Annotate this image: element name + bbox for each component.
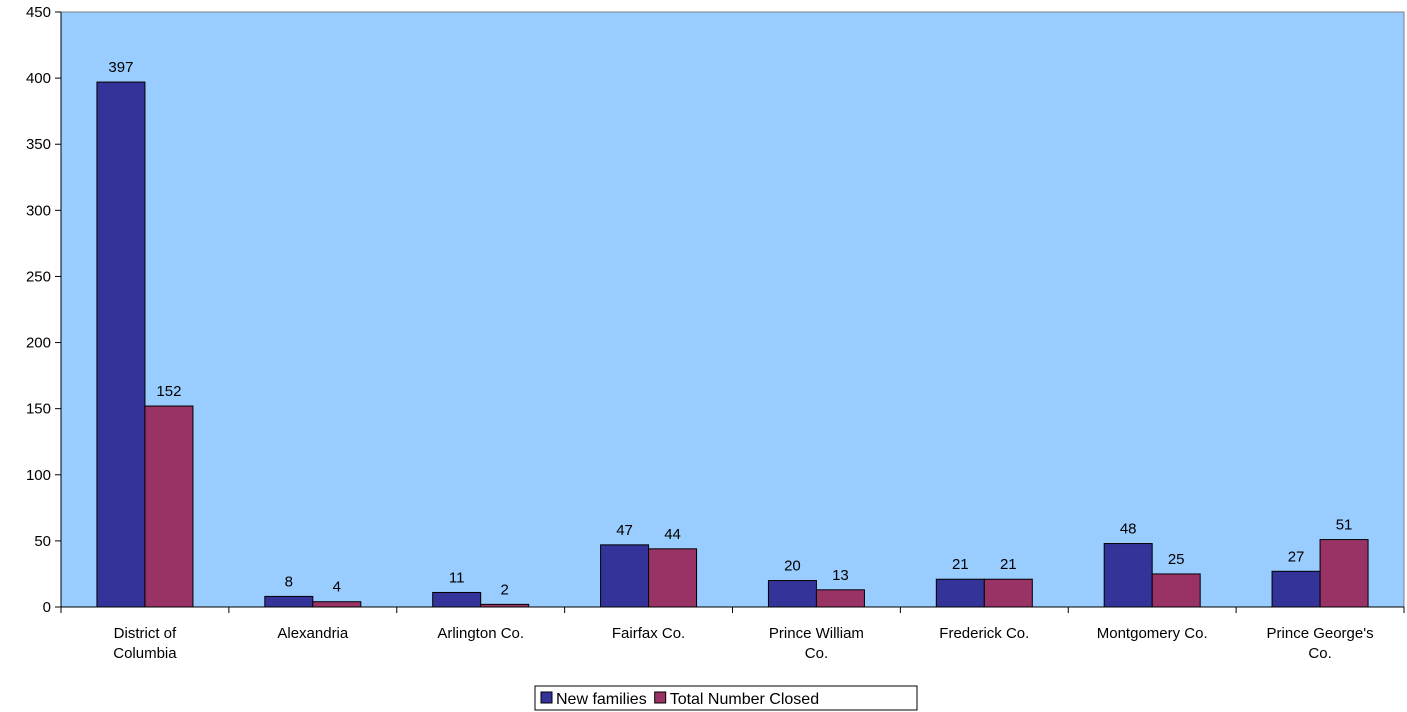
bar — [1319, 539, 1369, 608]
data-label: 51 — [1336, 517, 1353, 534]
category-label: Arlington Co. — [437, 625, 524, 642]
category-label: Prince George's — [1267, 625, 1374, 642]
y-tick-label: 0 — [43, 599, 51, 616]
legend-swatch — [540, 691, 553, 704]
y-tick-label: 150 — [26, 401, 51, 418]
data-label: 397 — [108, 59, 133, 76]
category-label: Columbia — [113, 645, 177, 662]
data-label: 2 — [501, 581, 509, 598]
y-tick-label: 350 — [26, 136, 51, 153]
bar — [815, 589, 865, 608]
bar — [648, 548, 698, 608]
y-tick-label: 200 — [26, 335, 51, 352]
bar — [96, 81, 146, 608]
data-labels: 397 152 8 4 11 2 47 44 20 13 21 21 48 25 27 51 — [108, 59, 1352, 598]
data-label: 4 — [333, 579, 341, 596]
x-axis: District of Columbia Alexandria Arlington C… — [60, 606, 1405, 662]
bar — [935, 578, 985, 608]
bar — [144, 405, 194, 608]
bar — [983, 578, 1033, 608]
category-label: Co. — [1308, 645, 1331, 662]
category-label: Montgomery Co. — [1097, 625, 1208, 642]
category-label: Co. — [805, 645, 828, 662]
data-label: 8 — [285, 573, 293, 590]
data-label: 48 — [1120, 521, 1137, 538]
y-tick-label: 400 — [26, 70, 51, 87]
bar — [600, 544, 650, 608]
legend-box — [534, 685, 918, 711]
legend-label: New families — [556, 691, 647, 708]
data-label: 47 — [616, 522, 633, 539]
bar — [312, 601, 362, 608]
bar — [767, 580, 817, 608]
y-tick-label: 100 — [26, 467, 51, 484]
legend-swatch — [654, 691, 667, 704]
y-tick-label: 50 — [34, 533, 51, 550]
data-label: 152 — [156, 383, 181, 400]
category-label: Alexandria — [277, 625, 349, 642]
category-label: District of — [114, 625, 177, 642]
data-label: 44 — [664, 526, 681, 543]
bars — [96, 81, 1369, 608]
legend-label: Total Number Closed — [670, 691, 819, 708]
y-axis: 0 50 100 150 200 250 300 350 400 450 — [26, 4, 62, 616]
category-label: Prince William — [769, 625, 864, 642]
data-label: 13 — [832, 567, 849, 584]
bar — [480, 603, 530, 608]
bar — [264, 595, 314, 608]
legend: New families Total Number Closed — [534, 685, 918, 711]
data-label: 11 — [449, 569, 465, 586]
data-label: 25 — [1168, 551, 1185, 568]
bar — [1271, 570, 1321, 608]
bar — [1103, 543, 1153, 608]
data-label: 20 — [784, 558, 801, 575]
data-label: 21 — [952, 556, 969, 573]
y-tick-label: 250 — [26, 268, 51, 285]
y-tick-label: 450 — [26, 4, 51, 21]
y-tick-label: 300 — [26, 202, 51, 219]
category-label: Fairfax Co. — [612, 625, 685, 642]
data-label: 27 — [1288, 548, 1305, 565]
bar — [1151, 573, 1201, 608]
plot-area — [60, 11, 1405, 608]
data-label: 21 — [1000, 556, 1017, 573]
category-label: Frederick Co. — [939, 625, 1029, 642]
bar — [432, 591, 482, 608]
